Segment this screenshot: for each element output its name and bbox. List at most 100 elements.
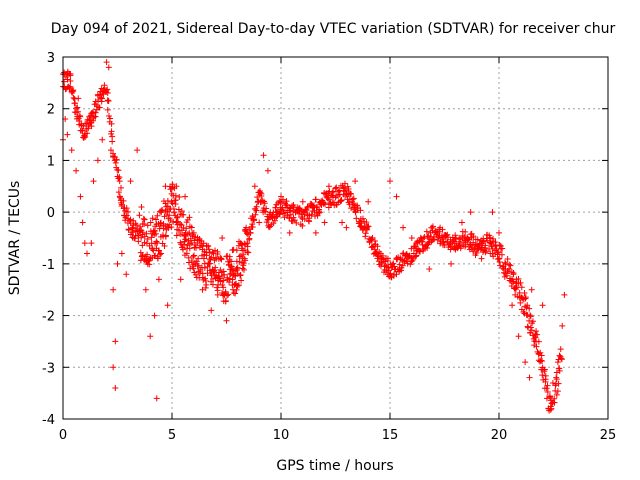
data-point <box>223 317 230 324</box>
y-tick-label: -4 <box>42 413 55 428</box>
data-point <box>325 183 332 190</box>
data-point <box>157 219 164 226</box>
data-point <box>543 385 550 392</box>
data-point <box>368 236 375 243</box>
data-point <box>84 130 91 137</box>
data-point <box>280 210 287 217</box>
data-point <box>202 278 209 285</box>
data-point <box>244 248 251 255</box>
data-point <box>141 216 148 223</box>
data-point <box>429 223 436 230</box>
data-point <box>322 201 329 208</box>
data-point <box>138 203 145 210</box>
data-point <box>103 59 110 66</box>
data-point <box>420 235 427 242</box>
data-point <box>408 258 415 265</box>
data-point <box>312 229 319 236</box>
data-point <box>137 223 144 230</box>
data-point <box>364 224 371 231</box>
data-point <box>554 388 561 395</box>
data-point <box>271 217 278 224</box>
data-point <box>247 229 254 236</box>
data-point <box>191 252 198 259</box>
data-point <box>306 215 313 222</box>
data-point <box>72 100 79 107</box>
data-point <box>74 108 81 115</box>
data-point <box>544 388 551 395</box>
data-point <box>398 267 405 274</box>
data-point <box>162 183 169 190</box>
data-point <box>502 259 509 266</box>
data-point <box>177 221 184 228</box>
data-point <box>171 209 178 216</box>
data-point <box>374 243 381 250</box>
data-point <box>262 208 269 215</box>
data-point <box>109 138 116 145</box>
data-point <box>464 235 471 242</box>
data-point <box>443 239 450 246</box>
y-tick-label: 2 <box>47 103 55 118</box>
data-point <box>246 235 253 242</box>
data-point <box>502 266 509 273</box>
data-point <box>387 270 394 277</box>
data-point <box>509 279 516 286</box>
data-point <box>496 241 503 248</box>
data-point <box>77 193 84 200</box>
data-point <box>251 183 258 190</box>
data-point <box>537 349 544 356</box>
data-point <box>251 216 258 223</box>
data-point <box>513 284 520 291</box>
data-point <box>257 189 264 196</box>
data-point <box>205 243 212 250</box>
data-point <box>224 292 231 299</box>
data-point <box>188 224 195 231</box>
data-point <box>342 187 349 194</box>
data-point <box>159 206 166 213</box>
data-point <box>110 364 117 371</box>
data-point <box>161 243 168 250</box>
data-point <box>265 216 272 223</box>
data-point <box>539 358 546 365</box>
y-tick-label: -3 <box>42 361 55 376</box>
x-tick-label: 15 <box>382 428 399 443</box>
data-point <box>241 266 248 273</box>
data-point <box>113 156 120 163</box>
data-point <box>191 237 198 244</box>
data-point <box>158 250 165 257</box>
data-point <box>189 233 196 240</box>
data-point <box>382 258 389 265</box>
data-point <box>67 83 74 90</box>
data-point <box>474 236 481 243</box>
data-point <box>190 265 197 272</box>
data-point <box>515 333 522 340</box>
data-point <box>68 147 75 154</box>
data-point <box>210 268 217 275</box>
data-point <box>437 224 444 231</box>
data-point <box>112 384 119 391</box>
data-point <box>353 215 360 222</box>
x-tick-label: 5 <box>168 428 176 443</box>
data-point <box>448 260 455 267</box>
data-point <box>561 291 568 298</box>
x-tick-label: 25 <box>600 428 617 443</box>
data-point <box>94 157 101 164</box>
data-point <box>287 211 294 218</box>
data-point <box>177 231 184 238</box>
data-point <box>480 238 487 245</box>
x-axis-label: GPS time / hours <box>276 458 393 474</box>
data-point <box>244 240 251 247</box>
data-point <box>396 261 403 268</box>
data-point <box>136 212 143 219</box>
data-point <box>123 205 130 212</box>
data-point <box>108 120 115 127</box>
data-point <box>510 271 517 278</box>
data-point <box>553 391 560 398</box>
data-point <box>144 251 151 258</box>
data-point <box>528 327 535 334</box>
data-point <box>338 197 345 204</box>
data-point <box>152 230 159 237</box>
data-point <box>542 378 549 385</box>
data-point <box>431 236 438 243</box>
data-point <box>140 215 147 222</box>
